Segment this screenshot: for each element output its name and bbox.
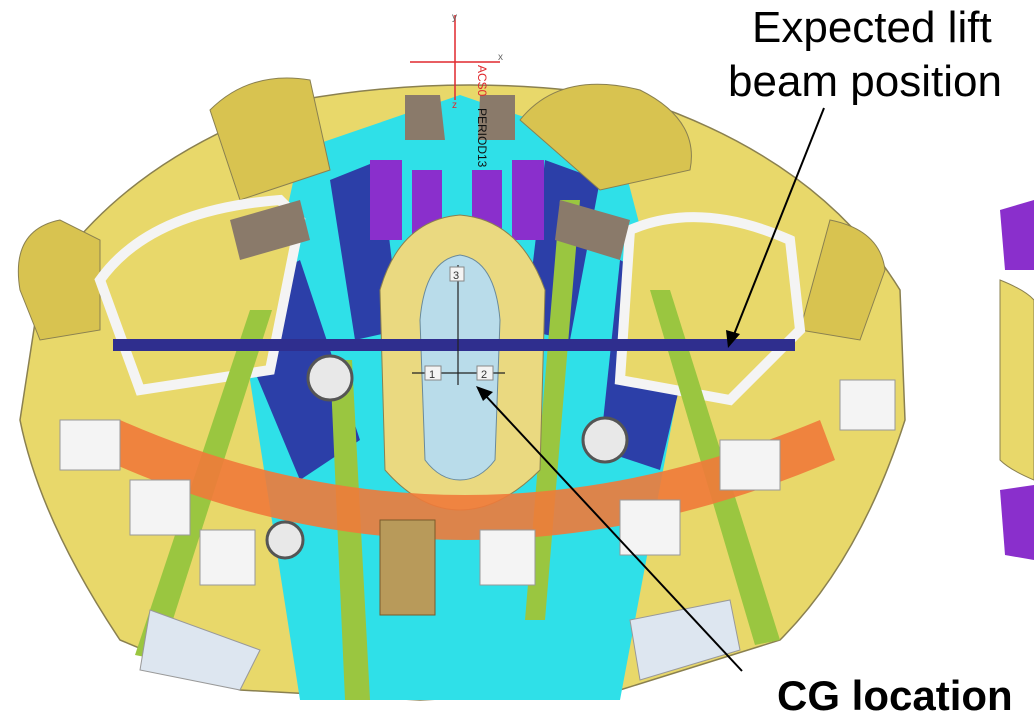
triad-y-label: y <box>452 12 457 23</box>
lift-beam-line <box>113 339 795 351</box>
white-skirt-right <box>629 599 741 681</box>
right-side-purple-part-bottom <box>1000 485 1034 560</box>
bottom-assembly <box>379 519 436 616</box>
white-module-4 <box>479 529 536 586</box>
lift-arrow-line <box>732 107 825 338</box>
white-module-5 <box>619 499 681 556</box>
right-side-yellow-part <box>999 279 1034 481</box>
right-side-purple-part-top <box>1000 200 1034 270</box>
round-port-left <box>306 354 354 402</box>
period-label: PERIOD13 <box>475 108 489 168</box>
lift-beam-label-line1: Expected lift <box>752 3 992 52</box>
purple-block-1 <box>370 160 402 240</box>
cg-tag-left-box <box>424 365 442 381</box>
purple-block-4 <box>512 160 544 240</box>
white-skirt-left <box>139 609 261 691</box>
brown-top-1 <box>405 95 445 140</box>
center-port-inner <box>419 254 501 481</box>
top-left-lobe <box>209 77 331 201</box>
cg-arrow-line <box>484 394 743 672</box>
cg-arrowhead <box>476 386 493 401</box>
csys-label: ACS0 <box>475 65 489 97</box>
cg-tag-right-box <box>476 365 494 381</box>
white-module-3 <box>199 529 256 586</box>
round-port-right <box>581 416 629 464</box>
lift-beam-label-line2: beam position <box>728 57 1002 106</box>
cg-tag-right: 2 <box>481 369 487 381</box>
brown-top-2 <box>478 95 515 140</box>
lift-arrowhead <box>726 330 740 348</box>
brown-seg-r <box>555 200 630 260</box>
cg-tag-left: 1 <box>429 369 435 381</box>
coordinate-triad <box>410 15 500 100</box>
white-module-7 <box>839 379 896 431</box>
cg-tag-top: 3 <box>453 270 459 282</box>
cg-location-label: CG location <box>777 672 1013 719</box>
round-port-bottom <box>265 520 305 560</box>
triad-z-label: z <box>452 100 457 111</box>
white-module-1 <box>59 419 121 471</box>
triad-x-label: x <box>498 52 503 63</box>
white-module-2 <box>129 479 191 536</box>
white-module-6 <box>719 439 781 491</box>
right-lobe <box>799 219 886 341</box>
cg-tag-top-box <box>449 266 465 282</box>
left-lobe <box>17 219 101 341</box>
brown-seg-l <box>230 200 310 260</box>
top-right-lobe <box>519 83 692 191</box>
right-port-frame <box>614 212 806 406</box>
